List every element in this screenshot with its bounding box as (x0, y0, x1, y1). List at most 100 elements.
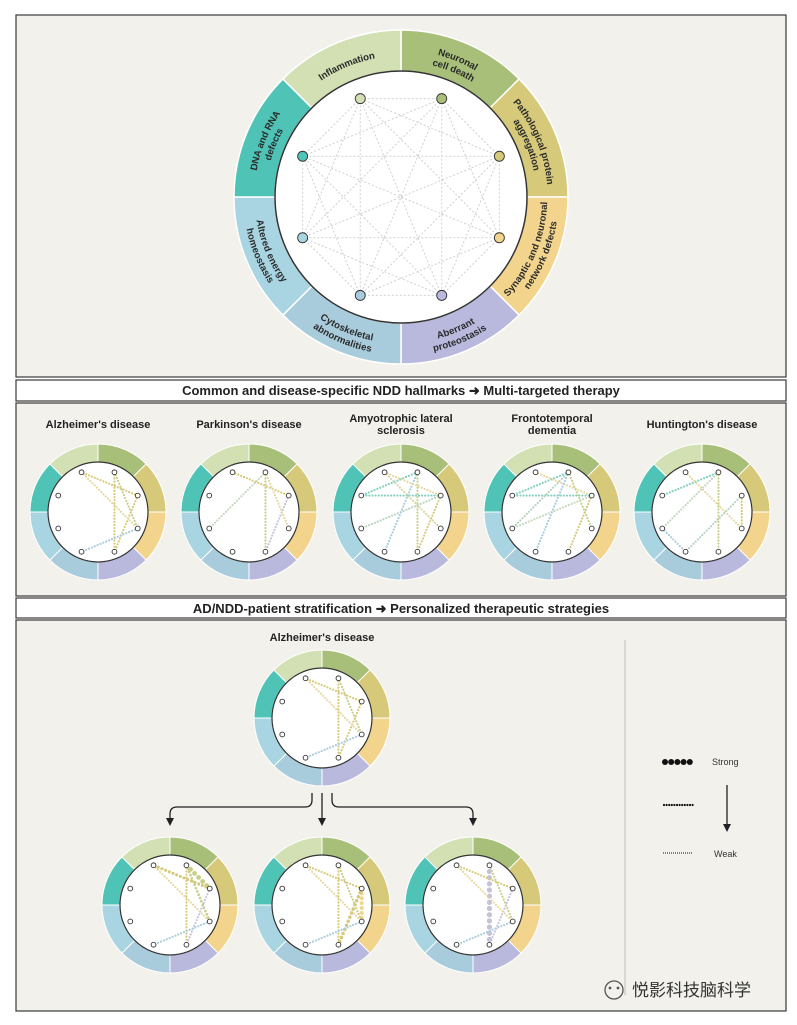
hallmark-node-dna_rna (509, 492, 516, 499)
hallmark-node-synaptic (358, 918, 365, 925)
legend-medium-dot (686, 803, 689, 807)
watermark-text: 悦影科技脑科学 (632, 981, 751, 1001)
strat-branch-arrows (166, 793, 477, 826)
hallmark-node-dna_rna (279, 885, 286, 892)
potential-link (302, 155, 500, 239)
branch-arrow-right (331, 793, 474, 818)
disease-title: dementia (528, 425, 577, 437)
hallmark-node-aggregation (738, 492, 745, 499)
hallmark-connection (185, 887, 211, 946)
hallmark-node-aggregation (358, 885, 365, 892)
wheel-inner-circle (651, 461, 753, 563)
disease-title: Amyotrophic lateral (349, 413, 452, 425)
potential-link (360, 237, 500, 296)
hallmark-node-energy (279, 731, 286, 738)
hallmark-connection (231, 471, 290, 497)
hallmark-node-energy (358, 525, 365, 532)
hallmark-connection (534, 471, 570, 553)
hallmark-node-dna_rna (358, 492, 365, 499)
hallmark-connection (661, 471, 720, 530)
legend-medium-dot (691, 803, 694, 807)
branch-arrow-head (469, 818, 477, 826)
hallmark-node-proteostasis (414, 548, 421, 555)
wheel-inner-circle (271, 854, 373, 956)
hallmark-node-energy (430, 918, 437, 925)
disease-title: Alzheimer's disease (46, 419, 151, 431)
hallmark-connection (264, 494, 290, 553)
hallmark-node-aggregation (437, 492, 444, 499)
hallmark-connection (80, 527, 139, 553)
patient-wheel (101, 836, 239, 974)
hallmark-connection (304, 733, 363, 759)
hallmark-node-proteostasis (183, 941, 190, 948)
disease-title: sclerosis (377, 425, 425, 437)
legend-weak-label: Weak (714, 849, 737, 859)
stratification-tree: Alzheimer's disease (101, 632, 542, 974)
wheel-inner-circle (119, 854, 221, 956)
strat-parent-title: Alzheimer's disease (270, 632, 375, 644)
legend-strong-dot (662, 759, 668, 765)
main-hallmark-wheel (233, 29, 569, 365)
hallmark-node-synaptic (285, 525, 292, 532)
hallmark-connection (304, 864, 363, 923)
hallmark-node-inflammation (381, 469, 388, 476)
hallmark-node-neuronal (111, 469, 118, 476)
hallmark-node-inflammation (354, 93, 366, 105)
disease-panel: Parkinson's disease (180, 419, 318, 581)
potential-link (359, 98, 443, 296)
hallmark-node-synaptic (509, 918, 516, 925)
hallmark-node-inflammation (78, 469, 85, 476)
hallmark-connection (185, 863, 212, 923)
legend-strong-label: Strong (712, 757, 739, 767)
hallmark-node-synaptic (437, 525, 444, 532)
wheel-inner-circle (422, 854, 524, 956)
hallmark-node-aggregation (285, 492, 292, 499)
hallmark-node-dna_rna (430, 885, 437, 892)
hallmark-node-inflammation (229, 469, 236, 476)
hallmark-node-proteostasis (335, 941, 342, 948)
hallmark-node-aggregation (588, 492, 595, 499)
legend-strong-dot (686, 759, 693, 765)
multi-target-banner (15, 379, 787, 402)
hallmark-node-proteostasis (486, 941, 493, 948)
hallmark-node-energy (127, 918, 134, 925)
hallmark-connection (488, 864, 514, 923)
hallmark-connection (511, 471, 570, 530)
disease-title: Parkinson's disease (196, 419, 301, 431)
disease-wheel (332, 443, 470, 581)
potential-link (441, 237, 500, 296)
legend-medium-dot (673, 803, 676, 807)
hallmark-connection (661, 527, 687, 553)
hallmark-node-dna_rna (297, 150, 309, 162)
hallmark-node-cytoskeletal (78, 548, 85, 555)
branch-arrow-left (169, 793, 313, 818)
hallmark-node-energy (279, 918, 286, 925)
hallmark-node-neuronal (436, 93, 448, 105)
hallmark-connection (304, 920, 363, 946)
legend-medium-line (662, 803, 694, 807)
hallmark-connection (80, 471, 139, 497)
hallmark-node-cytoskeletal (381, 548, 388, 555)
hallmark-connection (113, 494, 139, 553)
hallmark-node-neuronal (565, 469, 572, 476)
hallmark-node-proteostasis (111, 548, 118, 555)
hallmark-node-energy (55, 525, 62, 532)
hallmark-node-dna_rna (206, 492, 213, 499)
hallmark-connection (337, 700, 363, 759)
hallmark-node-cytoskeletal (229, 548, 236, 555)
hallmark-node-aggregation (358, 698, 365, 705)
hallmark-connection (184, 862, 213, 891)
legend-strong-dot (668, 759, 675, 765)
disease-title: Frontotemporal (511, 413, 592, 425)
hallmark-connection (383, 471, 442, 530)
legend-medium-dot (683, 803, 686, 807)
hallmark-connection (455, 864, 514, 923)
hallmark-node-dna_rna (55, 492, 62, 499)
hallmark-node-synaptic (206, 918, 213, 925)
hallmark-node-dna_rna (127, 885, 134, 892)
disease-wheel (483, 443, 621, 581)
potential-link (302, 237, 361, 296)
hallmark-connection (684, 471, 743, 530)
